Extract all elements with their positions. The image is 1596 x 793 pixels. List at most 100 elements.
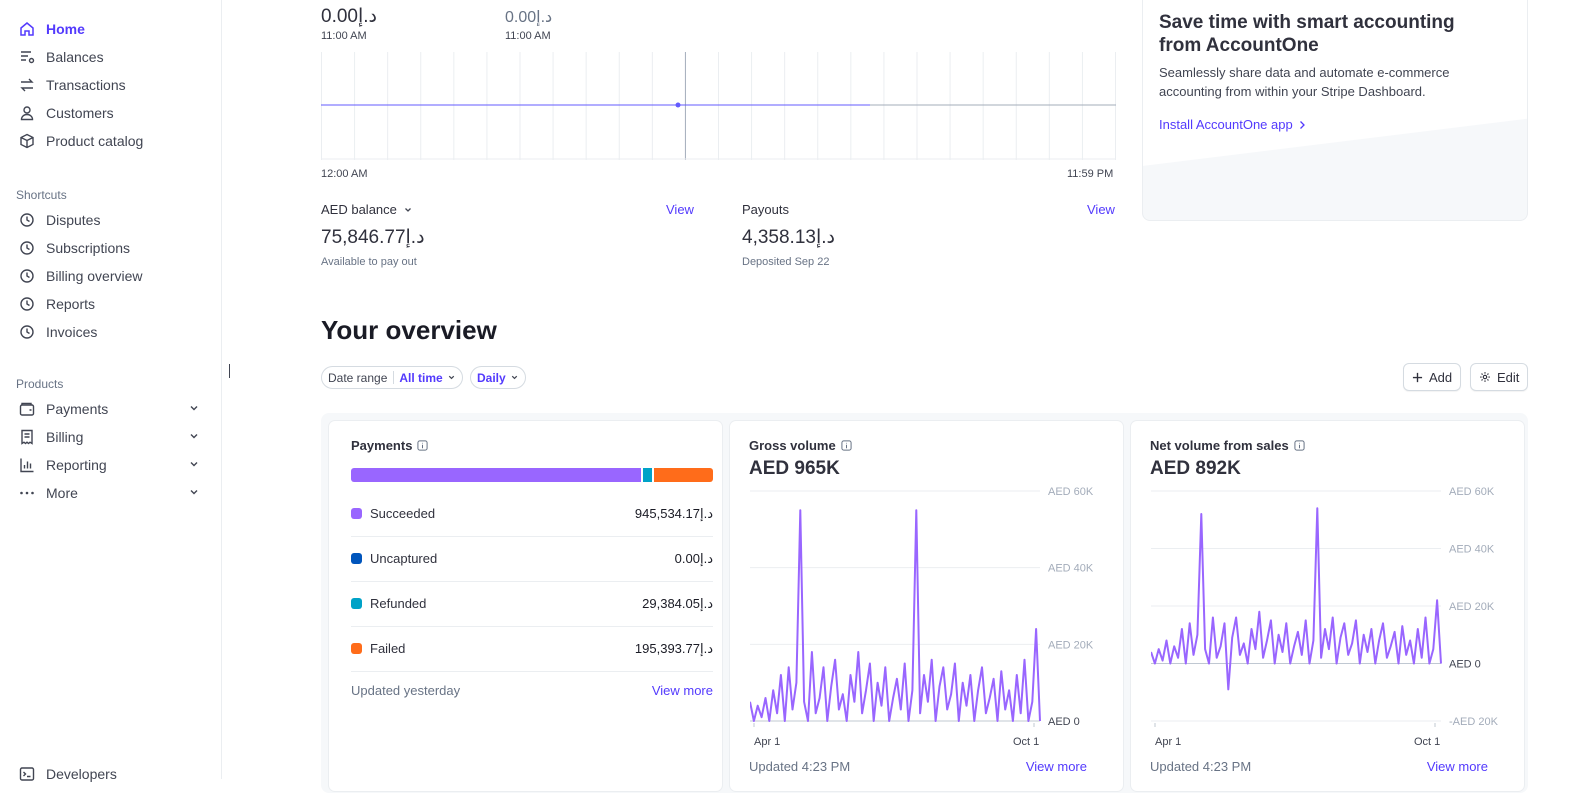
payment-row-amount: 29,384.05د.إ bbox=[642, 595, 713, 611]
payments-view-more-link[interactable]: View more bbox=[651, 683, 713, 698]
sidebar-item-more[interactable]: More bbox=[18, 481, 204, 505]
home-icon bbox=[18, 20, 36, 38]
clock-icon bbox=[18, 295, 36, 313]
sidebar-item-label: Reports bbox=[46, 296, 96, 312]
sidebar-item-label: Developers bbox=[46, 766, 117, 782]
y-axis-label: AED 60K bbox=[1048, 486, 1094, 498]
customer-icon bbox=[18, 104, 36, 122]
transactions-icon bbox=[18, 76, 36, 94]
sidebar-item-customers[interactable]: Customers bbox=[18, 101, 204, 125]
install-accountone-label: Install AccountOne app bbox=[1159, 117, 1293, 132]
sidebar-item-product-catalog[interactable]: Product catalog bbox=[18, 129, 204, 153]
series-line bbox=[1151, 507, 1442, 691]
aed-balance-dropdown[interactable]: AED balance bbox=[321, 202, 413, 217]
products-heading: Products bbox=[16, 377, 64, 391]
clock-icon bbox=[18, 239, 36, 257]
sidebar-item-billing[interactable]: Billing bbox=[18, 425, 204, 449]
today-x-end: 11:59 PM bbox=[1067, 168, 1114, 180]
payment-row-amount: 0.00د.إ bbox=[674, 550, 713, 566]
sidebar-item-subscriptions[interactable]: Subscriptions bbox=[18, 236, 204, 260]
payouts-view-link[interactable]: View bbox=[1087, 202, 1115, 217]
y-axis-label: AED 20K bbox=[1048, 639, 1094, 651]
payment-row-failed[interactable]: Failed 195,393.77د.إ bbox=[351, 626, 713, 672]
payments-card: Payments Succeeded 945,534.17د.إ Uncaptu… bbox=[329, 421, 722, 791]
payment-row-label: Failed bbox=[370, 641, 406, 656]
yesterday-amount: 0.00د.إ bbox=[505, 9, 553, 26]
clock-icon bbox=[18, 211, 36, 229]
balances-icon bbox=[18, 48, 36, 66]
overview-title: Your overview bbox=[321, 315, 497, 345]
plus-icon bbox=[1412, 372, 1423, 382]
chevron-down-icon[interactable] bbox=[188, 486, 200, 498]
promo-body: Seamlessly share data and automate e-com… bbox=[1159, 65, 1450, 99]
sidebar-item-disputes[interactable]: Disputes bbox=[18, 208, 204, 232]
net-view-more-link[interactable]: View more bbox=[1426, 759, 1488, 774]
net-volume-chart[interactable]: AED 60K AED 40K AED 20K AED 0 -AED 20K bbox=[1151, 483, 1519, 735]
info-icon[interactable] bbox=[841, 440, 852, 451]
interval-value: Daily bbox=[477, 371, 519, 385]
sidebar-item-transactions[interactable]: Transactions bbox=[18, 73, 204, 97]
y-axis-label: AED 0 bbox=[1449, 659, 1481, 671]
gross-volume-chart[interactable]: AED 60K AED 40K AED 20K AED 0 bbox=[750, 483, 1118, 735]
clock-icon bbox=[18, 323, 36, 341]
interval-value-text: Daily bbox=[477, 370, 506, 385]
chevron-down-icon[interactable] bbox=[188, 402, 200, 414]
add-button-label: Add bbox=[1429, 369, 1453, 385]
chevron-down-icon bbox=[511, 375, 517, 380]
sidebar-item-label: Invoices bbox=[46, 324, 98, 340]
sidebar-item-billing-overview[interactable]: Billing overview bbox=[18, 264, 204, 288]
sidebar-item-label: Subscriptions bbox=[46, 240, 131, 256]
sidebar-item-balances[interactable]: Balances bbox=[18, 45, 204, 69]
net-x-start: Apr 1 bbox=[1155, 736, 1182, 748]
gross-view-more-link[interactable]: View more bbox=[1025, 759, 1087, 774]
sidebar-item-developers[interactable]: Developers bbox=[18, 762, 204, 786]
sidebar-item-home[interactable]: Home bbox=[18, 17, 204, 41]
payment-row-uncaptured[interactable]: Uncaptured 0.00د.إ bbox=[351, 536, 713, 582]
bar-segment-refunded bbox=[642, 468, 652, 482]
payment-row-refunded[interactable]: Refunded 29,384.05د.إ bbox=[351, 581, 713, 627]
info-icon[interactable] bbox=[417, 440, 429, 451]
failed-swatch bbox=[351, 643, 362, 654]
payouts-label: Payouts bbox=[742, 202, 789, 217]
chevron-down-icon[interactable] bbox=[188, 430, 200, 442]
sidebar-item-label: Home bbox=[46, 21, 85, 37]
net-volume-title-text: Net volume from sales bbox=[1150, 438, 1289, 453]
aed-balance-label: AED balance bbox=[321, 202, 397, 217]
today-amount: 0.00د.إ bbox=[321, 6, 378, 27]
sidebar-item-reports[interactable]: Reports bbox=[18, 292, 204, 316]
sidebar-item-payments[interactable]: Payments bbox=[18, 397, 204, 421]
sidebar: Home Balances Transactions Customers Pro… bbox=[0, 0, 222, 782]
sidebar-item-invoices[interactable]: Invoices bbox=[18, 320, 204, 344]
bar-gap bbox=[651, 468, 654, 482]
sidebar-item-reporting[interactable]: Reporting bbox=[18, 453, 204, 477]
install-accountone-link[interactable]: Install AccountOne app bbox=[1159, 117, 1306, 132]
y-axis-label: -AED 20K bbox=[1449, 716, 1499, 728]
info-icon[interactable] bbox=[1294, 440, 1305, 451]
box-icon bbox=[18, 132, 36, 150]
payment-row-succeeded[interactable]: Succeeded 945,534.17د.إ bbox=[351, 491, 713, 537]
interval-filter[interactable]: Daily bbox=[470, 366, 526, 389]
balance-view-link[interactable]: View bbox=[666, 202, 694, 217]
sidebar-item-label: Billing bbox=[46, 429, 84, 445]
gear-icon bbox=[1480, 372, 1490, 382]
payment-row-amount: 195,393.77د.إ bbox=[634, 640, 713, 656]
edit-button[interactable]: Edit bbox=[1470, 363, 1529, 391]
payouts-amount: 4,358.13د.إ bbox=[742, 227, 835, 248]
y-axis-label: AED 0 bbox=[1048, 716, 1080, 728]
net-volume-title: Net volume from sales bbox=[1150, 438, 1305, 453]
wallet-icon bbox=[18, 400, 36, 418]
sidebar-item-label: Customers bbox=[46, 105, 114, 121]
chevron-down-icon[interactable] bbox=[188, 458, 200, 470]
add-button[interactable]: Add bbox=[1403, 363, 1462, 391]
more-icon bbox=[18, 484, 36, 502]
terminal-icon bbox=[18, 765, 36, 783]
today-x-start: 12:00 AM bbox=[321, 168, 368, 180]
gross-volume-title: Gross volume bbox=[749, 438, 852, 453]
payment-row-amount: 945,534.17د.إ bbox=[634, 505, 713, 521]
y-axis-label: AED 60K bbox=[1449, 486, 1495, 498]
y-axis-label: AED 40K bbox=[1449, 544, 1495, 556]
billing-icon bbox=[18, 428, 36, 446]
net-volume-card: Net volume from sales AED 892K AED 60K AE… bbox=[1131, 421, 1524, 791]
today-chart[interactable] bbox=[321, 52, 1116, 160]
date-range-filter[interactable]: Date range All time bbox=[321, 366, 463, 389]
